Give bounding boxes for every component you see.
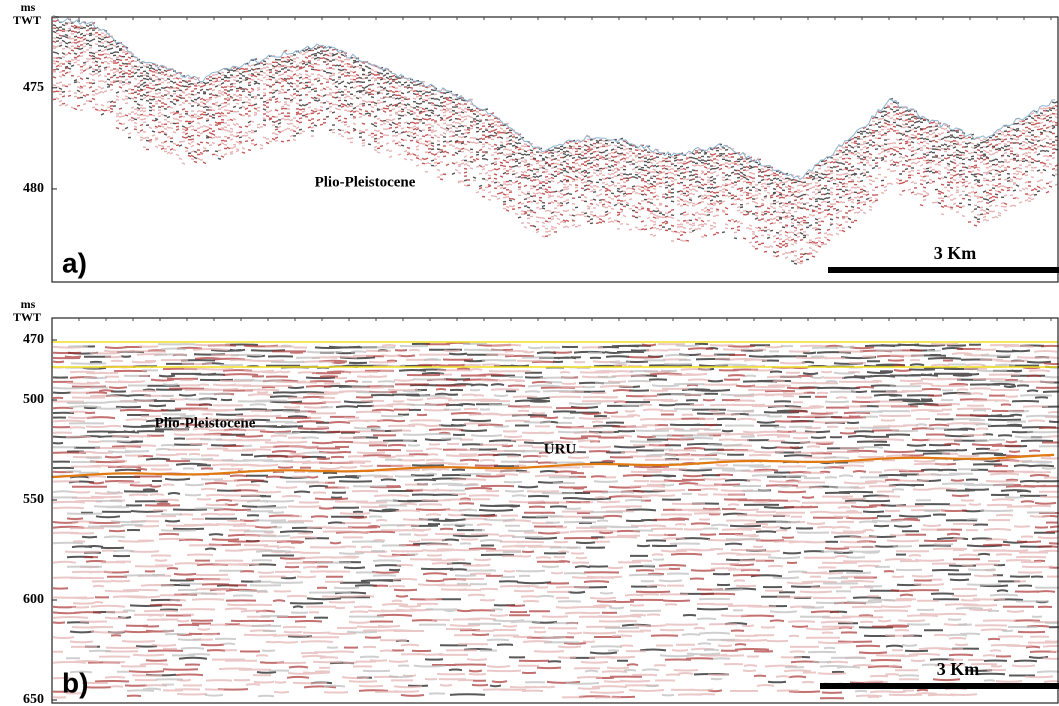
y-unit: ms — [21, 297, 36, 311]
horizon-label: URU — [544, 441, 577, 457]
y-tick-label: 480 — [23, 181, 44, 196]
figure: ms TWT Plio-Pleistocene a) 3 Km ms TWT P… — [0, 0, 1059, 706]
seismic-texture — [52, 342, 1059, 698]
seismic-reflector — [53, 19, 1058, 262]
scale-bar-label: 3 Km — [937, 659, 980, 679]
seafloor-line — [53, 15, 1055, 179]
y-tick-label: 600 — [23, 592, 44, 607]
seismic-texture — [53, 15, 1058, 264]
y-tick-label: 475 — [23, 80, 44, 95]
y-axis-title: TWT — [13, 13, 41, 27]
y-axis-title: TWT — [13, 310, 41, 324]
panel-label: a) — [62, 247, 87, 278]
panel-label: b) — [62, 667, 88, 698]
y-tick-label: 500 — [23, 392, 44, 407]
y-tick-label: 650 — [23, 692, 44, 706]
panel-frame — [52, 17, 1058, 282]
scale-bar-label: 3 Km — [934, 243, 977, 263]
y-tick-label: 470 — [23, 332, 44, 347]
annotation: Plio-Pleistocene — [315, 174, 416, 190]
y-tick-label: 550 — [23, 492, 44, 507]
annotation: Plio-Pleistocene — [155, 415, 256, 431]
seismic-reflector — [53, 17, 1058, 264]
y-unit: ms — [21, 0, 36, 14]
page: ms TWT Plio-Pleistocene a) 3 Km ms TWT P… — [0, 0, 1059, 706]
